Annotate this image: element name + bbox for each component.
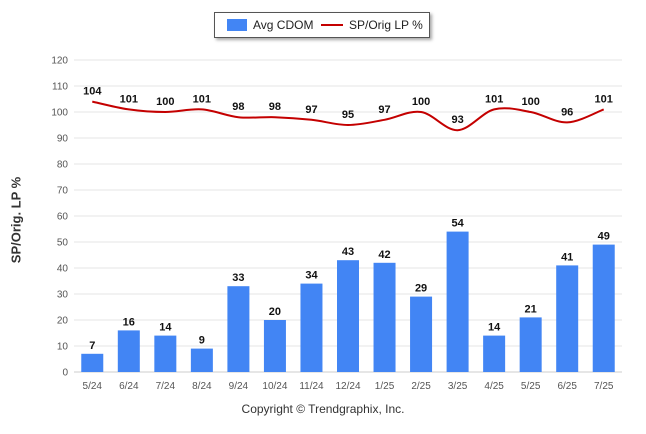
bar — [81, 353, 104, 372]
x-tick-label: 3/25 — [448, 381, 468, 392]
y-tick-label: 100 — [51, 108, 68, 119]
legend-swatch-line — [321, 24, 343, 26]
x-tick-label: 9/24 — [229, 381, 249, 392]
line-value-label: 101 — [120, 93, 138, 105]
line-value-label: 104 — [83, 86, 102, 98]
x-tick-label: 7/24 — [156, 381, 176, 392]
y-axis-ticks: 0 10 20 30 40 50 60 70 80 90 100 110 120 — [51, 56, 68, 379]
bar-value-label: 41 — [561, 251, 573, 263]
bar-value-label: 34 — [305, 270, 318, 282]
y-tick-label: 0 — [62, 368, 68, 379]
y-tick-label: 60 — [57, 212, 69, 223]
x-tick-label: 4/25 — [484, 381, 504, 392]
line-value-label: 95 — [342, 109, 354, 121]
x-tick-label: 6/24 — [119, 381, 139, 392]
y-tick-label: 120 — [51, 56, 68, 67]
x-tick-label: 8/24 — [192, 381, 212, 392]
line-value-label: 101 — [595, 93, 613, 105]
x-tick-label: 6/25 — [557, 381, 577, 392]
x-tick-label: 5/24 — [83, 381, 103, 392]
line-value-label: 100 — [412, 96, 430, 108]
x-tick-label: 5/25 — [521, 381, 541, 392]
bar-value-label: 21 — [525, 303, 537, 315]
line-value-label: 97 — [378, 104, 390, 116]
legend-label-line: SP/Orig LP % — [349, 18, 423, 32]
bar-data-labels: 7 16 14 9 33 20 34 43 42 29 54 14 21 41 49 — [89, 218, 610, 352]
y-tick-label: 50 — [57, 238, 69, 249]
bar-series — [81, 231, 615, 372]
x-axis-ticks: 5/24 6/24 7/24 8/24 9/24 10/24 11/24 12/24 1/25 2… — [83, 381, 614, 392]
bar-value-label: 14 — [159, 322, 172, 334]
bar-value-label: 16 — [123, 316, 135, 328]
bar — [337, 260, 359, 372]
bar — [519, 317, 542, 372]
bar-value-label: 14 — [488, 322, 501, 334]
legend-swatch-bar — [227, 19, 247, 31]
bar — [300, 283, 323, 372]
legend: Avg CDOM SP/Orig LP % — [214, 12, 430, 38]
bar — [556, 265, 579, 372]
line-value-label: 97 — [305, 104, 317, 116]
bar-value-label: 9 — [199, 335, 205, 347]
line-series — [92, 100, 605, 132]
bar-value-label: 7 — [89, 340, 95, 352]
bar — [483, 335, 506, 372]
bar-value-label: 33 — [232, 272, 244, 284]
bar — [263, 320, 286, 372]
line-value-label: 98 — [232, 101, 244, 113]
credits: Copyright © Trendgraphix, Inc. — [241, 402, 405, 416]
x-tick-label: 11/24 — [299, 381, 324, 392]
bar — [117, 330, 140, 372]
line-value-label: 98 — [269, 101, 281, 113]
y-tick-label: 70 — [57, 186, 69, 197]
bar-value-label: 43 — [342, 246, 354, 258]
bar-value-label: 42 — [378, 249, 390, 261]
bar — [154, 335, 177, 372]
y-tick-label: 90 — [57, 134, 69, 145]
x-tick-label: 12/24 — [335, 381, 360, 392]
y-tick-label: 20 — [57, 316, 69, 327]
legend-item-bar[interactable]: Avg CDOM — [227, 18, 313, 32]
y-tick-label: 30 — [57, 290, 69, 301]
y-tick-label: 80 — [57, 160, 69, 171]
bar — [373, 262, 396, 372]
bar — [190, 348, 213, 372]
bar-value-label: 54 — [451, 218, 464, 230]
line-value-label: 101 — [485, 93, 503, 105]
bar — [227, 286, 250, 372]
line-value-label: 100 — [156, 96, 174, 108]
bar — [592, 244, 615, 372]
line-value-label: 100 — [521, 96, 539, 108]
y-tick-label: 40 — [57, 264, 69, 275]
legend-item-line[interactable]: SP/Orig LP % — [321, 18, 423, 32]
bar — [446, 231, 469, 372]
line-value-label: 96 — [561, 106, 573, 118]
line-value-label: 101 — [193, 93, 211, 105]
x-tick-label: 10/24 — [262, 381, 287, 392]
x-tick-label: 1/25 — [375, 381, 395, 392]
line-data-labels: 104 101 100 101 98 98 97 95 97 100 93 101 100 96 101 — [83, 86, 613, 127]
y-tick-label: 10 — [57, 342, 69, 353]
x-tick-label: 2/25 — [411, 381, 431, 392]
bar-value-label: 49 — [598, 231, 610, 243]
y-axis-title: SP/Orig. LP % — [8, 176, 24, 264]
legend-label-bar: Avg CDOM — [253, 18, 314, 32]
x-tick-label: 7/25 — [594, 381, 614, 392]
bar-value-label: 20 — [269, 306, 281, 318]
line-value-label: 93 — [451, 114, 463, 126]
bar-value-label: 29 — [415, 283, 427, 295]
bar — [410, 296, 433, 372]
y-tick-label: 110 — [52, 82, 68, 93]
